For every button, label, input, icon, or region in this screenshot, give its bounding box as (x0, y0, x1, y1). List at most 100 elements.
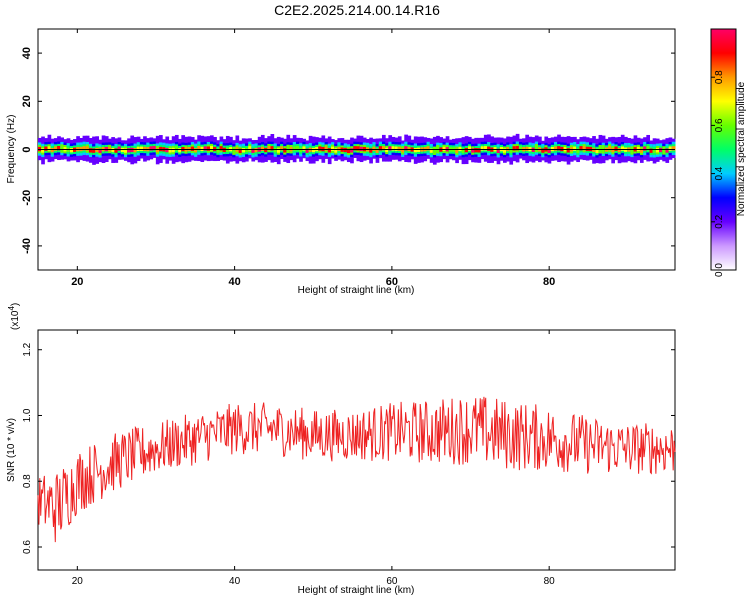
snr-x-ticks: 20 40 60 80 (72, 330, 555, 587)
spectral-band-cell (203, 146, 208, 151)
spectral-band-cell (114, 148, 119, 153)
x-tick-label: 20 (72, 576, 84, 587)
spectral-band-cell (614, 146, 619, 151)
spectral-band-cell (311, 147, 316, 153)
spectral-band-cell (292, 146, 297, 151)
spectral-band-cell (455, 148, 459, 153)
spectral-band-cell (47, 146, 52, 151)
spectral-band-cell (518, 146, 523, 151)
spectral-band-cell (127, 148, 131, 153)
spectral-band-cell (260, 146, 265, 151)
spectral-band-cell (57, 145, 61, 151)
y-tick-label: 20 (21, 95, 33, 107)
spectral-band-cell (327, 148, 332, 153)
spectral-band-cell (165, 147, 170, 153)
spectral-band-cell (143, 146, 147, 152)
y-tick-label: 1.2 (22, 342, 33, 356)
spectral-band-cell (378, 146, 383, 151)
y-tick-label: -20 (21, 190, 33, 206)
spectral-band-cell (617, 147, 622, 153)
spectral-band-cell (88, 148, 93, 153)
spectral-band-cell (649, 148, 654, 153)
spectral-band-cell (646, 146, 651, 151)
x-tick-label: 80 (544, 576, 556, 587)
spectral-band-cell (429, 148, 434, 153)
x-tick-label: 20 (71, 276, 83, 288)
spectral-band-cell (60, 146, 64, 151)
spectral-band-cell (337, 146, 342, 152)
spectral-band-cell (136, 146, 141, 152)
colorbar-tick-label: 0.8 (714, 70, 725, 84)
spectral-band-cell (238, 148, 243, 154)
spectral-band-cell (630, 148, 635, 153)
spectral-band-cell (426, 146, 431, 151)
colorbar-tick-label: 0.6 (714, 118, 725, 132)
spectral-band-cell (318, 146, 322, 151)
spectral-band-cell (394, 146, 399, 151)
spectral-band-cell (219, 146, 224, 151)
spectral-band-cell (248, 146, 252, 151)
spectral-band-cell (194, 148, 198, 153)
spectral-band-cell (155, 147, 160, 153)
x-tick-label: 80 (543, 276, 555, 288)
spectrogram-panel: 20 40 60 80 40 20 0 -20 -40 Height of straight … (6, 28, 676, 296)
spectral-band-cell (178, 148, 182, 153)
spectral-band-cell (324, 146, 329, 151)
spectral-band-cell (557, 146, 561, 151)
colorbar-tick-label: 0.4 (714, 166, 725, 180)
spectral-band-cell (353, 146, 357, 151)
y-tick-label: 0.6 (22, 540, 33, 554)
y-tick-label: 40 (21, 47, 33, 59)
spectral-band-cell (576, 148, 580, 153)
spectral-band-cell (595, 148, 600, 154)
spectral-band-cell (668, 146, 673, 151)
spectral-band-cell (369, 148, 373, 153)
spectral-band-cell (273, 147, 278, 153)
spectral-band-cell (267, 145, 272, 151)
spectral-band-cell (662, 148, 666, 153)
spectral-band-cell (620, 146, 625, 151)
spectral-band-cell (671, 146, 676, 151)
spectral-band-cell (566, 148, 571, 153)
spectral-band-cell (92, 148, 96, 153)
spectral-band-cell (209, 145, 214, 151)
spectral-band-cell (608, 146, 612, 151)
spectral-band-cell (85, 146, 90, 151)
spectral-band-cell (503, 148, 507, 153)
colorbar: 0.0 0.2 0.4 0.6 0.8 Normalized spectral ampl… (710, 28, 747, 277)
spectrogram-x-axis-label: Height of straight line (km) (298, 285, 415, 296)
snr-plot (37, 396, 676, 543)
spectral-band-cell (401, 148, 405, 153)
spectral-band-cell (404, 146, 408, 151)
spectral-band-cell (391, 146, 396, 151)
figure-title: C2E2.2025.214.00.14.R16 (274, 2, 440, 18)
spectral-band-cell (117, 146, 122, 151)
spectral-band-cell (541, 148, 545, 153)
spectral-band-cell (123, 148, 128, 153)
spectral-band-cell (41, 148, 45, 153)
spectral-band-cell (283, 148, 287, 153)
spectral-band-cell (655, 148, 660, 153)
spectral-band-cell (665, 148, 670, 153)
spectral-band-cell (509, 148, 514, 153)
spectral-band-cell (474, 148, 479, 153)
spectral-band-cell (512, 146, 517, 151)
snr-y-axis-label: SNR (10 * v/v) (6, 418, 17, 482)
spectral-band-cell (547, 148, 552, 153)
spectral-band-cell (356, 146, 361, 151)
spectral-band-cell (458, 146, 463, 152)
spectral-band-cell (636, 146, 641, 152)
y-tick-label: 1.0 (22, 408, 33, 422)
spectral-band-cell (197, 145, 201, 151)
colorbar-ticks: 0.0 0.2 0.4 0.6 0.8 (711, 70, 725, 277)
x-tick-label: 60 (386, 276, 398, 288)
spectrogram-plot (38, 133, 676, 165)
spectral-band-cell (44, 146, 49, 151)
spectral-band-cell (659, 147, 663, 153)
spectral-band-cell (611, 147, 615, 153)
spectral-band-cell (241, 148, 246, 153)
spectral-band-cell (245, 147, 249, 153)
spectral-band-cell (276, 148, 281, 153)
